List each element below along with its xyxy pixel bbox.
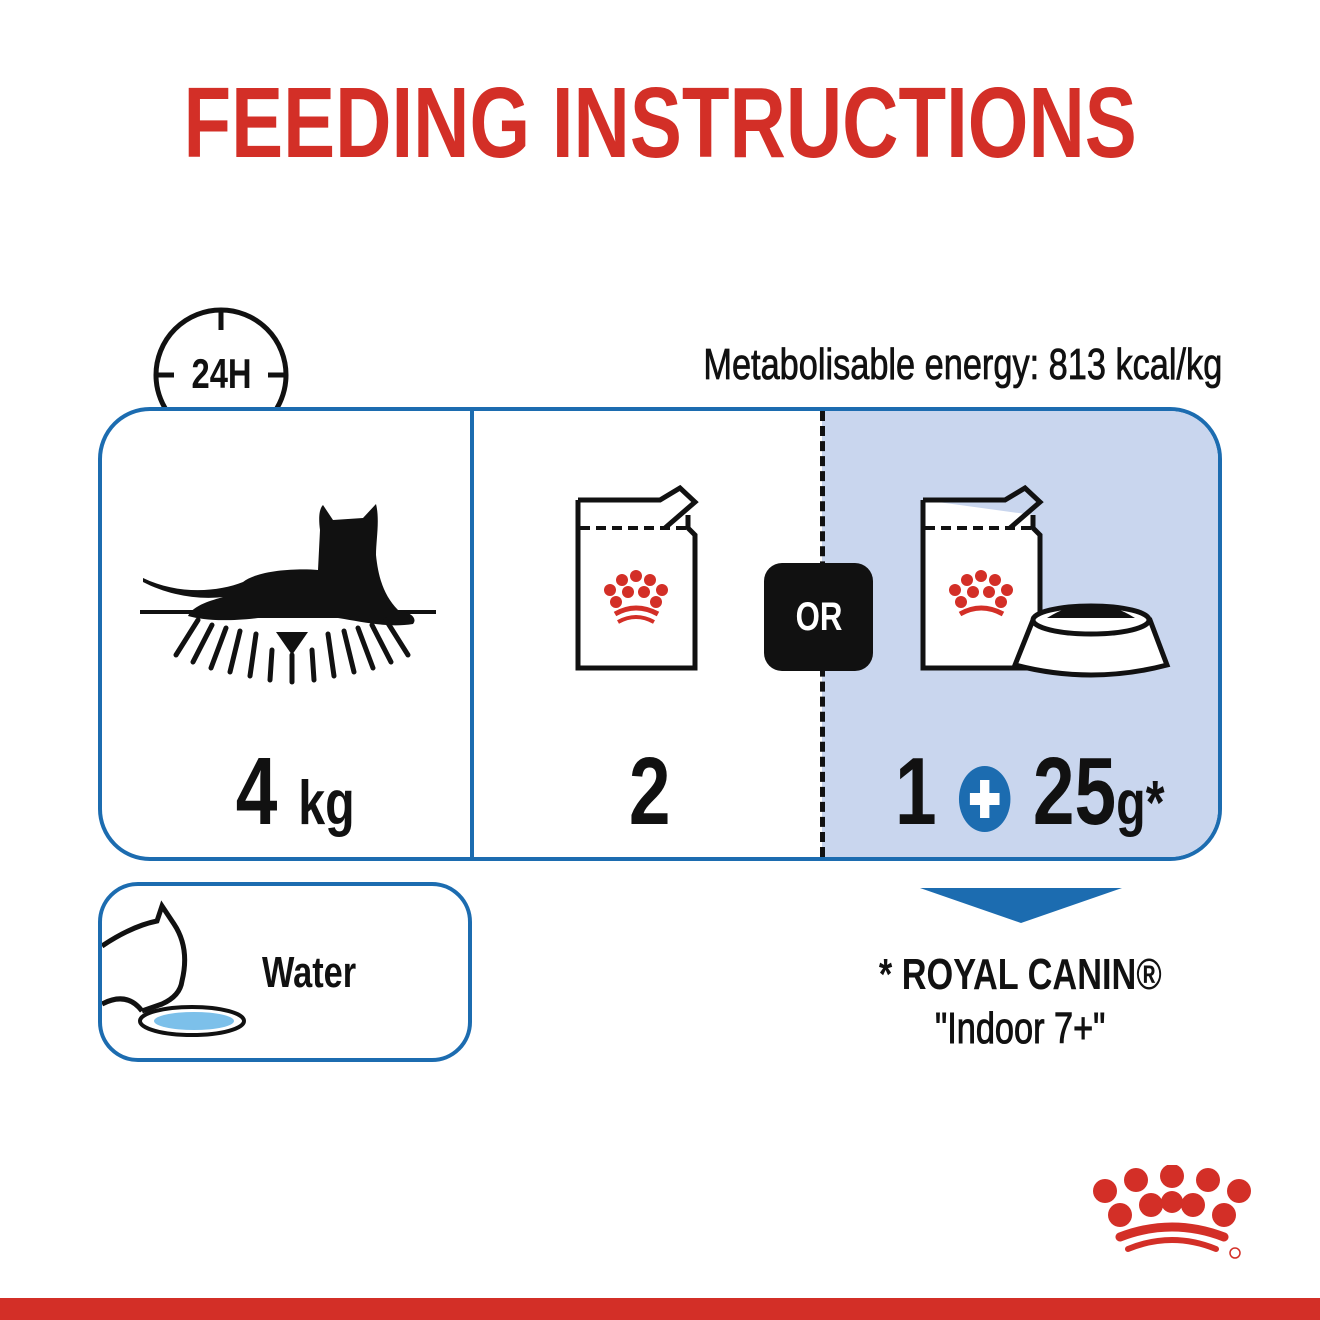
footnote: * ROYAL CANIN® "Indoor 7+": [878, 950, 1162, 1054]
clock-24h-icon: [153, 307, 289, 415]
or-badge: OR: [764, 563, 873, 671]
energy-info: Metabolisable energy: 813 kcal/kg: [703, 340, 1223, 390]
water-box: [98, 882, 472, 1062]
water-label: Water: [262, 948, 357, 997]
cat-weight-icon: [140, 504, 436, 685]
clock-label: 24H: [191, 350, 253, 397]
mixed-feeding-amount: 1 25g*: [895, 738, 1165, 845]
pouch-count: 2: [629, 738, 671, 845]
plus-icon: [959, 765, 1011, 832]
cat-weight: 4 kg: [235, 738, 355, 845]
royal-canin-logo: [1093, 1165, 1251, 1259]
arrow-down-icon: [920, 888, 1122, 923]
divider: [470, 411, 474, 857]
footer-bar: [0, 1298, 1320, 1320]
pouch-and-bowl-icon: [920, 484, 1171, 678]
cat-drinking-icon: [102, 900, 246, 1037]
page-title: FEEDING INSTRUCTIONS: [183, 67, 1137, 179]
pouch-icon: [575, 484, 699, 671]
